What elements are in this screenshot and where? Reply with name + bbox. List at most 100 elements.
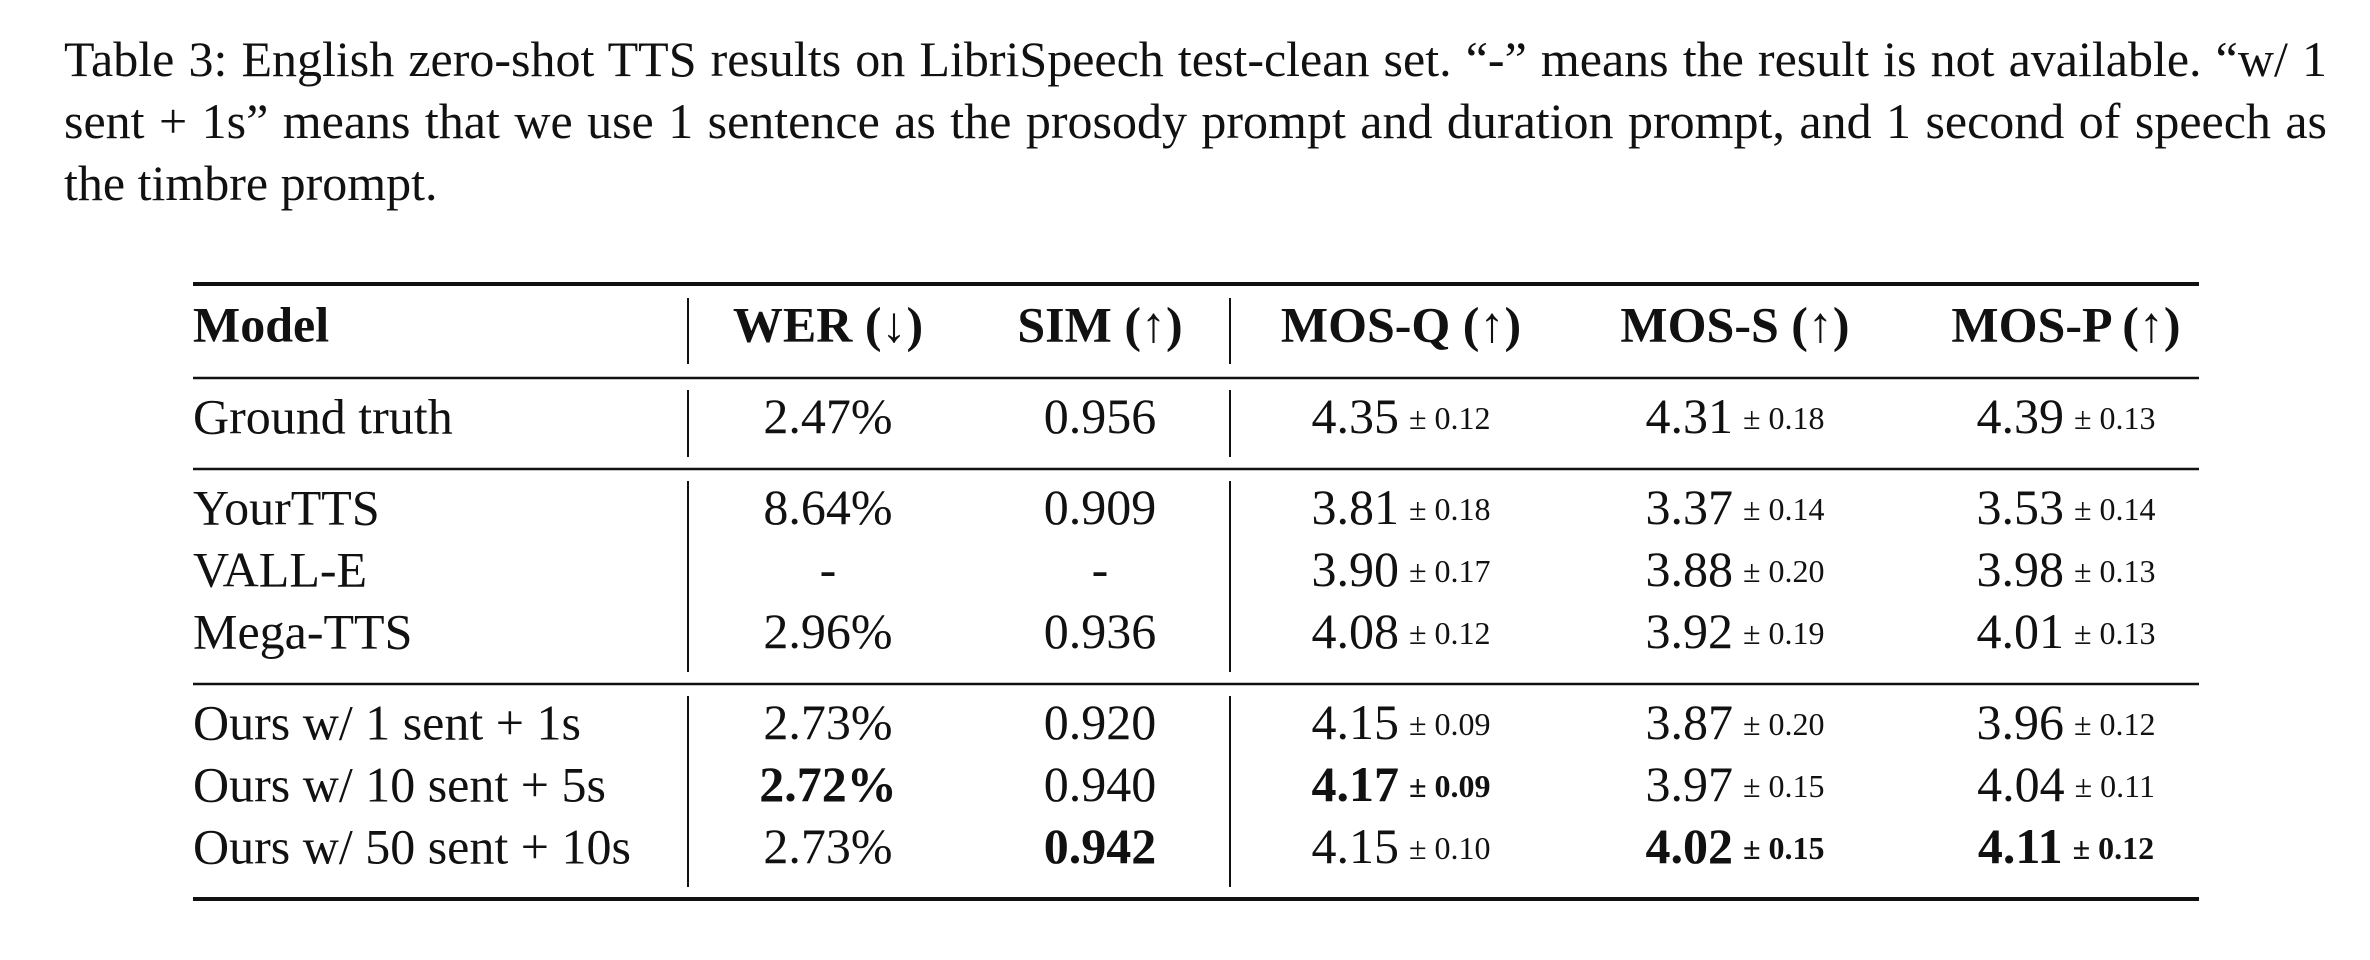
cell: 3.53 ± 0.14 <box>1976 479 2155 535</box>
cell-error: ± 0.12 <box>1409 400 1491 436</box>
row-label: Ours w/ 1 sent + 1s <box>193 694 581 750</box>
cell-error: ± 0.12 <box>2073 830 2155 866</box>
cell: - <box>820 541 837 597</box>
cell: 4.02 ± 0.15 <box>1645 818 1824 874</box>
cell-value: - <box>1092 541 1109 597</box>
cell: 4.08 ± 0.12 <box>1311 603 1490 659</box>
cell: 4.11 ± 0.12 <box>1978 818 2154 874</box>
cell: 3.96 ± 0.12 <box>1976 694 2155 750</box>
cell-value: 3.53 <box>1976 479 2064 535</box>
cell: 2.72% <box>759 756 897 812</box>
cell: 0.940 <box>1044 756 1157 812</box>
row-label: Mega-TTS <box>193 603 412 659</box>
cell-error: ± 0.19 <box>1743 615 1825 651</box>
cell-value: 4.11 <box>1978 818 2063 874</box>
cell-value: 2.73% <box>763 818 892 874</box>
cell-value: 0.942 <box>1044 818 1157 874</box>
row-label: Ours w/ 10 sent + 5s <box>193 756 606 812</box>
column-header: MOS-S (↑) <box>1620 296 1849 352</box>
cell-error: ± 0.10 <box>1409 830 1491 866</box>
cell-value: 3.87 <box>1645 694 1733 750</box>
cell: 3.98 ± 0.13 <box>1976 541 2155 597</box>
cell: 3.81 ± 0.18 <box>1311 479 1490 535</box>
cell: 8.64% <box>763 479 892 535</box>
cell-error: ± 0.15 <box>1743 830 1825 866</box>
row-label: Ours w/ 50 sent + 10s <box>193 818 631 874</box>
cell: 4.01 ± 0.13 <box>1976 603 2155 659</box>
cell-value: - <box>820 541 837 597</box>
cell-error: ± 0.09 <box>1409 706 1491 742</box>
cell: 2.73% <box>763 694 892 750</box>
row-label: Ground truth <box>193 388 453 444</box>
cell-value: 3.90 <box>1311 541 1399 597</box>
cell: 0.920 <box>1044 694 1157 750</box>
cell-value: 4.04 <box>1977 756 2065 812</box>
cell-value: 3.37 <box>1645 479 1733 535</box>
cell-error: ± 0.09 <box>1409 768 1491 804</box>
cell-value: 4.17 <box>1311 756 1399 812</box>
column-header: MOS-P (↑) <box>1951 296 2180 352</box>
cell-error: ± 0.13 <box>2074 553 2156 589</box>
row-label: YourTTS <box>193 479 380 535</box>
cell-error: ± 0.12 <box>1409 615 1491 651</box>
cell: 0.956 <box>1044 388 1157 444</box>
column-header: WER (↓) <box>733 296 923 352</box>
cell-error: ± 0.20 <box>1743 706 1825 742</box>
cell-error: ± 0.12 <box>2074 706 2156 742</box>
cell-value: 2.73% <box>763 694 892 750</box>
cell-error: ± 0.13 <box>2074 400 2156 436</box>
cell-error: ± 0.18 <box>1409 491 1491 527</box>
cell-value: 3.92 <box>1645 603 1733 659</box>
cell: 3.92 ± 0.19 <box>1645 603 1824 659</box>
cell-value: 3.81 <box>1311 479 1399 535</box>
table-caption: Table 3: English zero-shot TTS results o… <box>64 31 2327 211</box>
cell-error: ± 0.11 <box>2075 768 2155 804</box>
cell-value: 4.31 <box>1645 388 1733 444</box>
cell: 4.39 ± 0.13 <box>1976 388 2155 444</box>
cell: 4.15 ± 0.09 <box>1311 694 1490 750</box>
cell: 3.37 ± 0.14 <box>1645 479 1824 535</box>
cell-value: 2.72% <box>759 756 897 812</box>
cell: 4.17 ± 0.09 <box>1311 756 1490 812</box>
cell: 2.73% <box>763 818 892 874</box>
column-header: SIM (↑) <box>1017 296 1182 352</box>
cell-value: 3.98 <box>1976 541 2064 597</box>
column-header: Model <box>193 296 329 352</box>
cell: 4.04 ± 0.11 <box>1977 756 2155 812</box>
cell-value: 4.08 <box>1311 603 1399 659</box>
cell-value: 4.39 <box>1976 388 2064 444</box>
cell-value: 4.15 <box>1311 694 1399 750</box>
row-label: VALL-E <box>193 541 367 597</box>
cell: 0.942 <box>1044 818 1157 874</box>
cell-value: 3.96 <box>1976 694 2064 750</box>
cell-value: 0.956 <box>1044 388 1157 444</box>
cell-value: 2.47% <box>763 388 892 444</box>
cell: 3.87 ± 0.20 <box>1645 694 1824 750</box>
cell-value: 0.936 <box>1044 603 1157 659</box>
column-header: MOS-Q (↑) <box>1281 296 1521 352</box>
cell: 4.31 ± 0.18 <box>1645 388 1824 444</box>
cell: 2.96% <box>763 603 892 659</box>
cell: - <box>1092 541 1109 597</box>
cell: 4.35 ± 0.12 <box>1311 388 1490 444</box>
cell-value: 4.15 <box>1311 818 1399 874</box>
cell: 3.88 ± 0.20 <box>1645 541 1824 597</box>
cell-value: 3.97 <box>1645 756 1733 812</box>
cell-value: 8.64% <box>763 479 892 535</box>
cell-error: ± 0.15 <box>1743 768 1825 804</box>
cell-error: ± 0.14 <box>2074 491 2156 527</box>
cell: 0.909 <box>1044 479 1157 535</box>
cell: 3.90 ± 0.17 <box>1311 541 1490 597</box>
cell: 2.47% <box>763 388 892 444</box>
cell: 4.15 ± 0.10 <box>1311 818 1490 874</box>
cell-value: 0.940 <box>1044 756 1157 812</box>
cell-value: 0.909 <box>1044 479 1157 535</box>
cell-value: 2.96% <box>763 603 892 659</box>
cell-error: ± 0.17 <box>1409 553 1491 589</box>
cell-value: 3.88 <box>1645 541 1733 597</box>
cell-value: 4.01 <box>1976 603 2064 659</box>
cell: 0.936 <box>1044 603 1157 659</box>
cell-value: 4.02 <box>1645 818 1733 874</box>
